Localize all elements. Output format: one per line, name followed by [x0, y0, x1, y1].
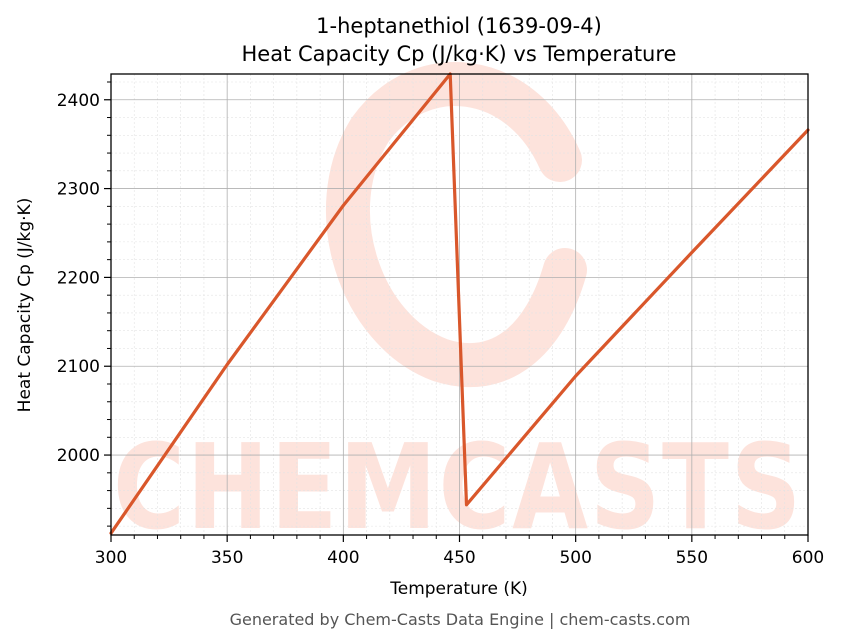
x-tick-label: 550	[676, 548, 708, 568]
watermark-logo-arc	[326, 62, 587, 388]
x-tick-label: 300	[95, 548, 127, 568]
y-tick-label: 2000	[57, 446, 100, 466]
y-axis-ticks: 2000 2100 2200 2300 2400	[57, 81, 111, 527]
watermark-text: CHEMCASTS	[113, 418, 803, 556]
y-axis-label: Heat Capacity Cp (J/kg·K)	[15, 198, 35, 413]
heat-capacity-line	[109, 72, 810, 535]
x-axis-ticks: 300 350 400 450 500 550 600	[95, 535, 824, 568]
chart-title: 1-heptanethiol (1639-09-4)	[316, 14, 602, 38]
chart-subtitle: Heat Capacity Cp (J/kg·K) vs Temperature	[242, 42, 677, 66]
footer-credit: Generated by Chem-Casts Data Engine | ch…	[230, 610, 691, 629]
y-tick-label: 2100	[57, 357, 100, 377]
series-layer	[109, 72, 810, 535]
y-tick-label: 2300	[57, 180, 100, 200]
chemcasts-watermark: CHEMCASTS	[113, 62, 803, 556]
y-tick-label: 2200	[57, 268, 100, 288]
x-tick-label: 600	[792, 548, 824, 568]
x-axis-label: Temperature (K)	[389, 579, 528, 599]
x-tick-label: 400	[327, 548, 359, 568]
x-tick-label: 500	[559, 548, 591, 568]
y-tick-label: 2400	[57, 91, 100, 111]
x-tick-label: 350	[211, 548, 243, 568]
x-tick-label: 450	[443, 548, 475, 568]
